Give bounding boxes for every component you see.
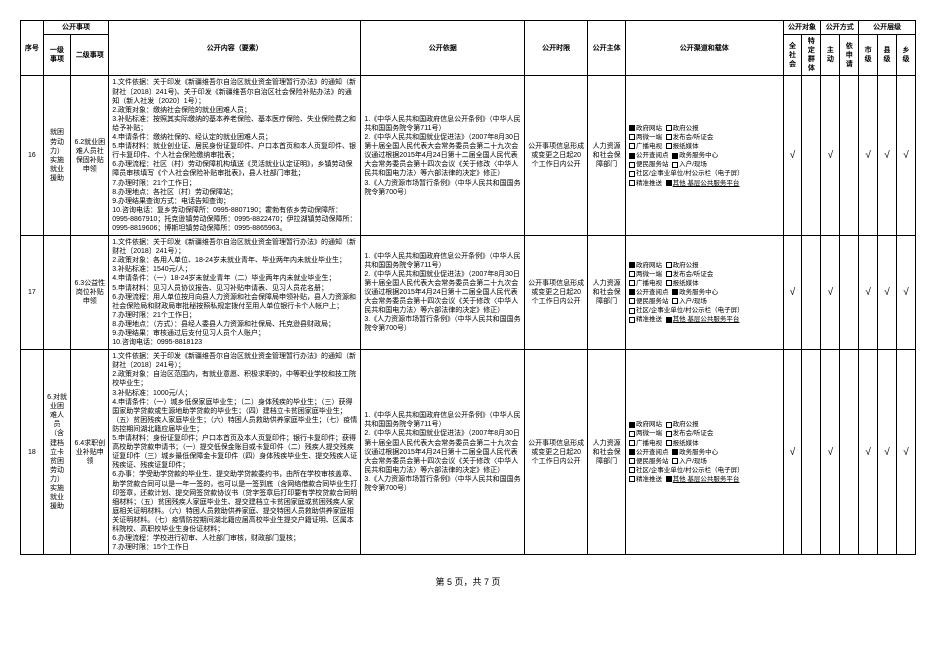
th-level2: 二级事项 — [71, 35, 109, 76]
cell-active: √ — [821, 236, 840, 350]
th-content: 公开内容（要素） — [109, 21, 361, 76]
cell-specific — [802, 236, 821, 350]
cell-content: 1.文件依据：关于印发《新疆维吾尔自治区就业资金管理暂行办法》的通知（新财社〔2… — [109, 350, 361, 555]
cell-request — [840, 76, 859, 236]
th-all: 全社会 — [783, 35, 802, 76]
th-level: 公开层级 — [859, 21, 916, 35]
cell-time: 公开事项信息形成或变更之日起20个工作日内公开 — [525, 236, 588, 350]
cell-active: √ — [821, 76, 840, 236]
cell-city: √ — [859, 76, 878, 236]
cell-seq: 17 — [21, 236, 44, 350]
table-row: 17 6.3公益性岗位补贴申领1.文件依据：关于印发《新疆维吾尔自治区就业资金管理… — [21, 236, 916, 350]
cell-subject: 人力资源和社会保障部门 — [588, 350, 626, 555]
th-matter: 公开事项 — [43, 21, 109, 35]
cell-active: √ — [821, 350, 840, 555]
table-body: 16就困劳动力）实施就业援助6.2就业困难人员社保固补贴申领1.文件依据：关于印… — [21, 76, 916, 555]
cell-channel: 政府网站 政府公报 两微一端 发布会/听证会 广播电视 报纸媒体 公开查阅点 政… — [626, 76, 784, 236]
th-time: 公开时限 — [525, 21, 588, 76]
cell-subject: 人力资源和社会保障部门 — [588, 236, 626, 350]
th-specific: 特定群体 — [802, 35, 821, 76]
cell-township: √ — [897, 76, 916, 236]
cell-level1 — [43, 236, 71, 350]
page-footer: 第 5 页，共 7 页 — [20, 575, 916, 588]
cell-city: √ — [859, 236, 878, 350]
th-target: 公开对象 — [783, 21, 821, 35]
table-row: 186.对就业困难人员（含建档立卡贫困劳动力）实施就业援助6.4求职创业补贴申领… — [21, 350, 916, 555]
cell-time: 公开事项信息形成或变更之日起20个工作日内公开 — [525, 76, 588, 236]
cell-request — [840, 350, 859, 555]
cell-request — [840, 236, 859, 350]
th-township: 乡级 — [897, 35, 916, 76]
cell-basis: 1.《中华人民共和国政府信息公开条例》（中华人民共和国国务院令第711号） 2.… — [361, 350, 525, 555]
cell-seq: 16 — [21, 76, 44, 236]
cell-level1: 就困劳动力）实施就业援助 — [43, 76, 71, 236]
th-subject: 公开主体 — [588, 21, 626, 76]
cell-level2: 6.3公益性岗位补贴申领 — [71, 236, 109, 350]
cell-all: √ — [783, 76, 802, 236]
th-method: 公开方式 — [821, 21, 859, 35]
cell-county: √ — [878, 76, 897, 236]
cell-county: √ — [878, 236, 897, 350]
disclosure-table: 序号 公开事项 公开内容（要素） 公开依据 公开时限 公开主体 公开渠道和载体 … — [20, 20, 916, 555]
th-active: 主动 — [821, 35, 840, 76]
cell-basis: 1.《中华人民共和国政府信息公开条例》（中华人民共和国国务院令第711号） 2.… — [361, 76, 525, 236]
table-header: 序号 公开事项 公开内容（要素） 公开依据 公开时限 公开主体 公开渠道和载体 … — [21, 21, 916, 76]
cell-county: √ — [878, 350, 897, 555]
cell-channel: 政府网站 政府公报 两微一端 发布会/听证会 广播电视 报纸媒体 公开查阅点 政… — [626, 350, 784, 555]
th-city: 市级 — [859, 35, 878, 76]
th-county: 县级 — [878, 35, 897, 76]
th-channel: 公开渠道和载体 — [626, 21, 784, 76]
cell-level2: 6.2就业困难人员社保固补贴申领 — [71, 76, 109, 236]
cell-township: √ — [897, 236, 916, 350]
table-row: 16就困劳动力）实施就业援助6.2就业困难人员社保固补贴申领1.文件依据：关于印… — [21, 76, 916, 236]
cell-city: √ — [859, 350, 878, 555]
cell-specific — [802, 76, 821, 236]
th-basis: 公开依据 — [361, 21, 525, 76]
cell-specific — [802, 350, 821, 555]
cell-all: √ — [783, 350, 802, 555]
cell-content: 1.文件依据：关于印发《新疆维吾尔自治区就业资金管理暂行办法》的通知（新财社〔2… — [109, 236, 361, 350]
cell-channel: 政府网站 政府公报 两微一端 发布会/听证会 广播电视 报纸媒体 公开查阅点 政… — [626, 236, 784, 350]
cell-basis: 1.《中华人民共和国政府信息公开条例》（中华人民共和国国务院令第711号） 2.… — [361, 236, 525, 350]
th-level1: 一级事项 — [43, 35, 71, 76]
th-request: 依申请 — [840, 35, 859, 76]
th-seq: 序号 — [21, 21, 44, 76]
cell-subject: 人力资源和社会保障部门 — [588, 76, 626, 236]
cell-township: √ — [897, 350, 916, 555]
cell-level1: 6.对就业困难人员（含建档立卡贫困劳动力）实施就业援助 — [43, 350, 71, 555]
cell-level2: 6.4求职创业补贴申领 — [71, 350, 109, 555]
cell-content: 1.文件依据：关于印发《新疆维吾尔自治区就业资金管理暂行办法》的通知（新财社〔2… — [109, 76, 361, 236]
cell-time: 公开事项信息形成或变更之日起20个工作日内公开 — [525, 350, 588, 555]
cell-seq: 18 — [21, 350, 44, 555]
cell-all: √ — [783, 236, 802, 350]
